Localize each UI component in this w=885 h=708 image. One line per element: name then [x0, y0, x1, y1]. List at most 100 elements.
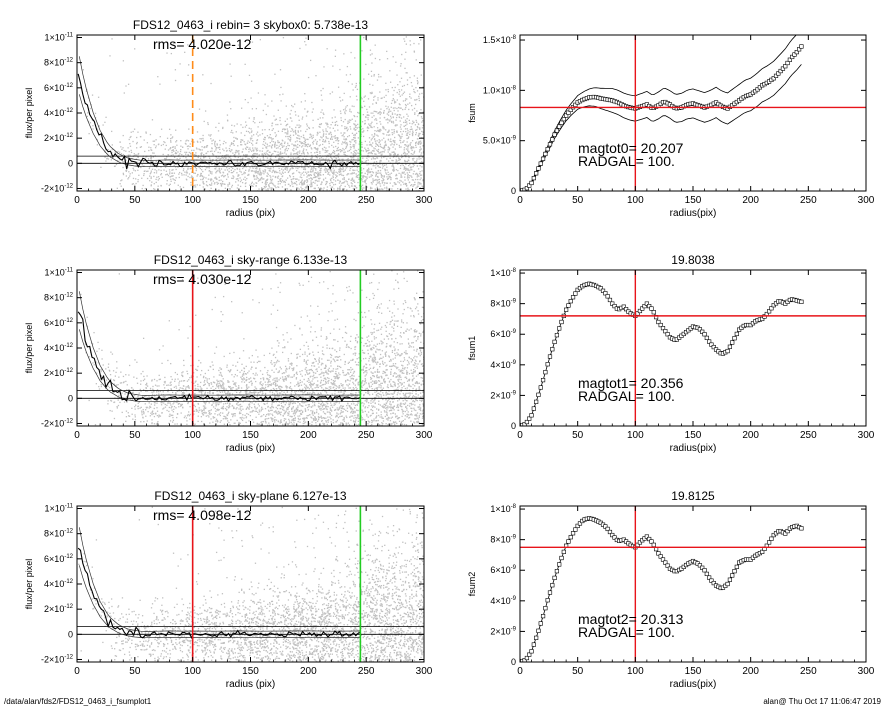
flux1-pixel-point — [350, 412, 352, 414]
flux1-pixel-point — [275, 377, 277, 379]
flux1-pixel-point — [195, 399, 197, 402]
flux0-pixel-point — [399, 137, 402, 139]
flux0-pixel-point — [345, 145, 348, 148]
flux0-pixel-point — [97, 96, 100, 98]
flux0-pixel-point — [212, 139, 214, 141]
flux1-pixel-point — [238, 385, 240, 387]
flux0-pixel-point — [146, 170, 148, 173]
flux0-pixel-point — [361, 184, 364, 186]
flux0-pixel-point — [400, 173, 402, 175]
flux1-pixel-point — [268, 424, 271, 426]
flux0-pixel-point — [346, 174, 348, 176]
flux1-pixel-point — [160, 404, 163, 406]
flux1-pixel-point — [121, 392, 123, 394]
flux0-pixel-point — [193, 154, 195, 156]
flux0-pixel-point — [420, 177, 422, 179]
flux1-pixel-point — [415, 409, 417, 412]
flux0-pixel-point — [415, 132, 417, 134]
flux0-pixel-point — [372, 180, 374, 182]
flux1-pixel-point — [227, 393, 229, 395]
flux1-pixel-point — [326, 411, 329, 413]
flux0-pixel-point — [405, 183, 407, 186]
flux0-pixel-point — [294, 111, 296, 113]
flux0-pixel-point — [414, 124, 417, 126]
flux0-pixel-point — [393, 130, 395, 133]
flux0-pixel-point — [225, 178, 228, 180]
flux0-pixel-point — [376, 127, 379, 129]
flux1-pixel-point — [339, 349, 341, 351]
flux1-pixel-point — [276, 411, 278, 413]
flux1-pixel-point — [358, 357, 360, 359]
flux1-pixel-point — [239, 392, 241, 394]
flux0-pixel-point — [293, 172, 295, 174]
flux0-pixel-point — [240, 171, 242, 173]
flux1-pixel-point — [320, 403, 322, 406]
flux0-pixel-point — [332, 175, 334, 177]
flux0-pixel-point — [353, 147, 355, 149]
flux0-pixel-point — [387, 91, 390, 93]
flux0-pixel-point — [358, 177, 360, 179]
flux1-pixel-point — [174, 380, 176, 382]
flux0-pixel-point — [406, 146, 409, 148]
flux0-pixel-point — [252, 174, 255, 176]
flux0-pixel-point — [151, 168, 154, 170]
flux1-pixel-point — [393, 330, 395, 332]
flux1-pixel-point — [203, 423, 205, 425]
flux0-pixel-point — [233, 140, 235, 142]
flux0-pixel-point — [349, 110, 351, 112]
flux0-pixel-point — [317, 187, 320, 189]
flux0-pixel-point — [418, 99, 421, 102]
flux1-pixel-point — [328, 389, 330, 391]
flux0-pixel-point — [260, 177, 262, 180]
flux0-pixel-point — [330, 187, 332, 189]
flux1-pixel-point — [388, 423, 390, 425]
flux0-pixel-point — [364, 95, 366, 97]
flux0-pixel-point — [416, 98, 418, 101]
flux0-pixel-point — [292, 178, 294, 180]
flux0-pixel-point — [107, 158, 110, 160]
flux0-pixel-point — [421, 156, 424, 158]
flux0-pixel-point — [420, 157, 422, 160]
flux1-pixel-point — [203, 402, 206, 404]
flux1-pixel-point — [160, 399, 163, 402]
flux1-pixel-point — [222, 295, 225, 298]
flux0-pixel-point — [338, 182, 341, 184]
flux0-pixel-point — [290, 180, 293, 183]
flux0-pixel-point — [236, 138, 238, 140]
flux0-pixel-point — [402, 130, 405, 133]
flux0-pixel-point — [185, 156, 187, 159]
flux0-pixel-point — [365, 116, 367, 118]
flux0-pixel-point — [322, 140, 324, 142]
flux0-pixel-point — [404, 179, 406, 181]
flux1-pixel-point — [371, 421, 373, 424]
flux0-pixel-point — [356, 176, 359, 179]
flux0-pixel-point — [408, 177, 410, 179]
flux1-pixel-point — [212, 416, 214, 418]
flux0-pixel-point — [346, 164, 348, 167]
flux0-pixel-point — [224, 174, 226, 177]
flux0-pixel-point — [266, 160, 268, 163]
flux0-pixel-point — [257, 126, 259, 128]
flux0-pixel-point — [223, 160, 225, 163]
flux0-pixel-point — [362, 168, 365, 170]
flux0-pixel-point — [200, 138, 203, 140]
flux0-pixel-point — [297, 156, 299, 159]
flux0-pixel-point — [360, 149, 363, 152]
flux1-pixel-point — [145, 387, 147, 390]
flux0-pixel-point — [144, 170, 146, 172]
flux1-pixel-point — [120, 382, 123, 384]
flux1-pixel-point — [357, 409, 359, 412]
flux0-pixel-point — [360, 169, 363, 171]
flux1-pixel-point — [339, 347, 341, 349]
flux1-pixel-point — [418, 353, 420, 355]
flux0-pixel-point — [375, 142, 377, 144]
flux0-pixel-point — [354, 152, 356, 154]
flux0-pixel-point — [137, 179, 139, 181]
flux0-pixel-point — [339, 189, 341, 191]
flux0-pixel-point — [326, 122, 328, 125]
flux0-pixel-point — [284, 132, 286, 134]
flux0-pixel-point — [150, 171, 152, 174]
flux0-pixel-point — [173, 42, 175, 44]
flux0-pixel-point — [186, 158, 188, 161]
flux0-pixel-point — [313, 140, 315, 142]
